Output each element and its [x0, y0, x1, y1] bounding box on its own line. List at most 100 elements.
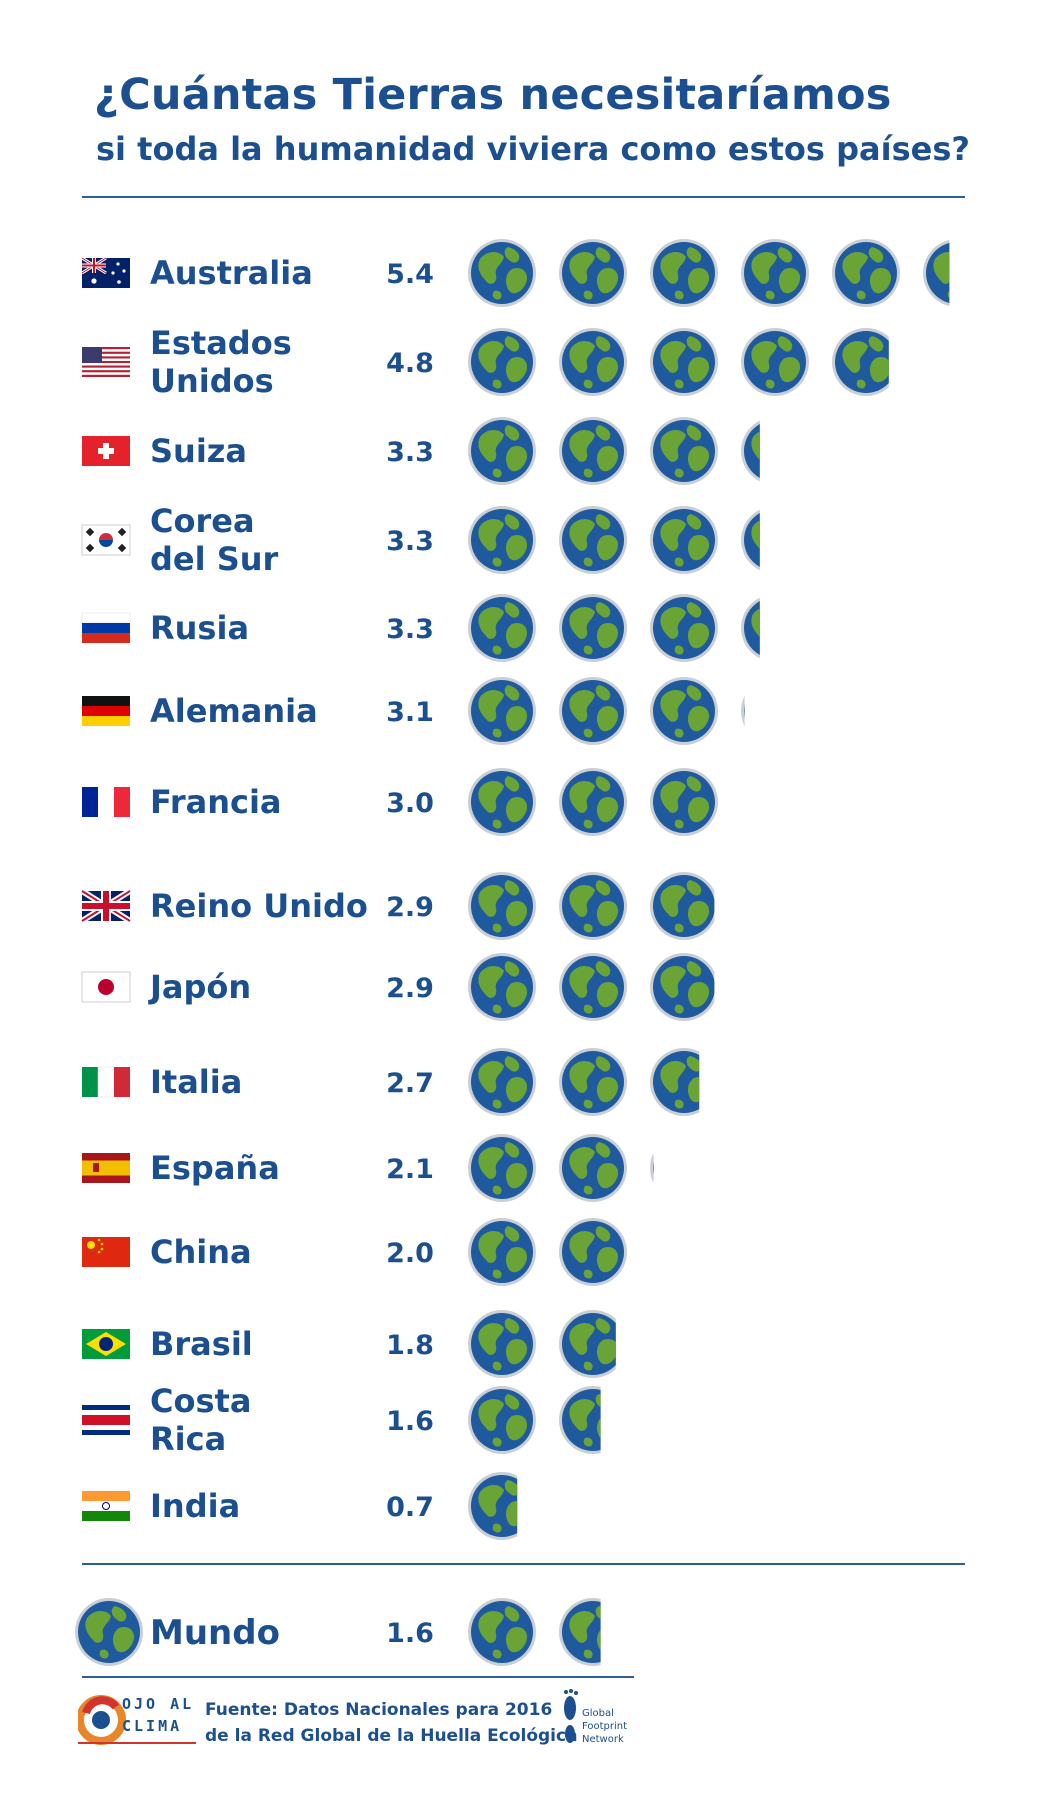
earth-icon — [650, 872, 715, 940]
earth-icon — [559, 1134, 627, 1202]
value-label: 3.0 — [386, 788, 434, 819]
earth-icon — [468, 872, 536, 940]
value-label: 1.6 — [386, 1406, 434, 1437]
earth-icon — [559, 768, 627, 836]
country-label-line: Rusia — [150, 609, 249, 647]
value-label: 3.3 — [386, 614, 434, 645]
earth-icon — [559, 1218, 627, 1286]
value-label: 3.3 — [386, 526, 434, 557]
earth-icon — [468, 677, 536, 745]
earth-icon — [741, 328, 809, 396]
country-label-line: del Sur — [150, 540, 279, 578]
earth-icon — [559, 1386, 601, 1454]
india-flag — [82, 1491, 130, 1521]
country-label-line: Unidos — [150, 362, 274, 400]
country-label-line: India — [150, 1487, 240, 1525]
value-label: 2.9 — [386, 973, 434, 1004]
earth-icon — [650, 506, 718, 574]
earth-icon — [468, 1048, 536, 1116]
country-label: Reino Unido — [150, 887, 368, 925]
world-label: Mundo — [150, 1613, 280, 1653]
australia-flag — [81, 256, 130, 288]
country-label: Italia — [150, 1063, 242, 1101]
earth-icon — [559, 953, 627, 1021]
usa-flag — [82, 347, 130, 377]
germany-flag — [82, 696, 130, 726]
earth-icon — [468, 1598, 536, 1666]
country-label-line: Alemania — [150, 692, 318, 730]
country-label: Estados Unidos — [150, 324, 292, 400]
value-label: 3.1 — [386, 697, 434, 728]
chart-title: ¿Cuántas Tierras necesitaríamos — [94, 70, 892, 120]
country-row — [82, 1310, 616, 1378]
country-label: Suiza — [150, 432, 247, 470]
country-row — [82, 1218, 627, 1286]
earth-icon — [650, 768, 718, 836]
country-label-line: Costa — [150, 1382, 251, 1420]
earth-icon — [650, 1048, 700, 1116]
country-label-line: China — [150, 1233, 252, 1271]
country-label: Brasil — [150, 1325, 253, 1363]
gfn-line3: Network — [582, 1734, 624, 1745]
earth-icon — [650, 1152, 654, 1184]
country-label-line: España — [150, 1149, 280, 1187]
earth-icon — [650, 328, 718, 396]
country-label-line: Rica — [150, 1420, 226, 1458]
chart-subtitle: si toda la humanidad viviera como estos … — [96, 130, 970, 168]
earth-icon — [650, 594, 718, 662]
italy-flag — [82, 1066, 130, 1098]
country-label-line: Reino Unido — [150, 887, 368, 925]
earth-icon — [559, 1048, 627, 1116]
japan-flag — [81, 971, 131, 1003]
country-label: India — [150, 1487, 240, 1525]
country-row — [82, 1386, 601, 1454]
country-label-line: Brasil — [150, 1325, 253, 1363]
russia-flag — [81, 612, 131, 643]
gfn-line1: Global — [582, 1708, 614, 1719]
world-value-label: 1.6 — [386, 1618, 434, 1649]
spain-flag — [82, 1153, 130, 1183]
source-line-2: de la Red Global de la Huella Ecológica — [205, 1726, 578, 1746]
costa-rica-flag — [82, 1405, 130, 1435]
earth-icon — [468, 506, 536, 574]
country-row — [82, 417, 760, 485]
value-label: 4.8 — [386, 348, 434, 379]
value-label: 1.8 — [386, 1330, 434, 1361]
country-row — [81, 239, 950, 307]
value-label: 2.1 — [386, 1154, 434, 1185]
country-label-line: Australia — [150, 254, 313, 292]
value-label: 0.7 — [386, 1492, 434, 1523]
country-label: Francia — [150, 783, 282, 821]
south-korea-flag — [81, 524, 131, 556]
country-label-line: Francia — [150, 783, 282, 821]
earth-icon — [559, 872, 627, 940]
country-row — [82, 1134, 654, 1202]
france-flag — [82, 787, 130, 817]
earth-icon — [741, 239, 809, 307]
earth-icon — [650, 953, 715, 1021]
ojo-al-clima-logo: OJO AL CLIMA — [76, 1693, 198, 1747]
switzerland-flag — [82, 436, 130, 466]
country-label: Alemania — [150, 692, 318, 730]
value-label: 2.9 — [386, 892, 434, 923]
earth-icon — [741, 597, 760, 659]
country-label: China — [150, 1233, 252, 1271]
country-label-line: Corea — [150, 502, 255, 540]
earth-icon — [832, 239, 900, 307]
world-earth-icon — [75, 1598, 143, 1666]
source-note: Fuente: Datos Nacionales para 2016 de la… — [205, 1697, 578, 1749]
earth-icon — [741, 695, 745, 727]
earth-icon — [468, 239, 536, 307]
country-row — [81, 953, 715, 1021]
ojo-logo-line1: OJO AL — [122, 1695, 195, 1713]
country-label: Australia — [150, 254, 313, 292]
ojo-logo-line2: CLIMA — [122, 1717, 183, 1735]
earth-icon — [468, 768, 536, 836]
earths-chart: Australia 5.4 Estados Unidos 4.8 Suiza 3.3 Core… — [75, 239, 950, 1666]
gfn-line2: Footprint — [582, 1721, 628, 1732]
country-label: Corea del Sur — [150, 502, 279, 578]
country-label: Japón — [148, 968, 251, 1006]
value-label: 2.0 — [386, 1238, 434, 1269]
earth-icon — [559, 1598, 601, 1666]
earth-icon — [559, 506, 627, 574]
